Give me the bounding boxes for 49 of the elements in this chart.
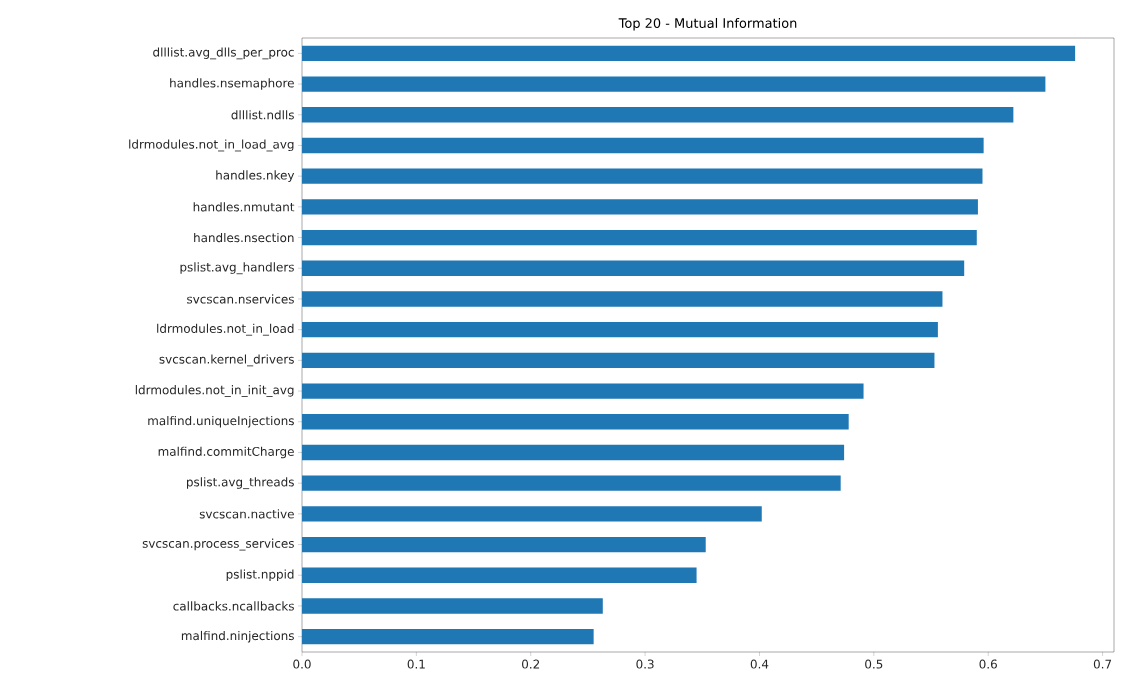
bar xyxy=(302,414,849,430)
y-tick-label: ldrmodules.not_in_load_avg xyxy=(129,139,294,152)
y-tick-label: pslist.avg_threads xyxy=(187,477,294,490)
x-tick-label: 0.3 xyxy=(636,659,654,669)
bar xyxy=(302,45,1076,62)
bar xyxy=(302,506,762,522)
y-tick-label: dlllist.avg_dlls_per_proc xyxy=(153,47,294,60)
x-tick-label: 0.2 xyxy=(522,659,540,669)
y-tick-label: malfind.ninjections xyxy=(181,630,294,643)
x-tick-label: 0.1 xyxy=(407,659,425,669)
y-tick-label: ldrmodules.not_in_load xyxy=(157,323,294,336)
bar xyxy=(302,168,983,184)
y-tick-label: svcscan.kernel_drivers xyxy=(159,354,294,367)
bar xyxy=(302,199,978,215)
x-tick-label: 0.0 xyxy=(293,659,311,669)
bar xyxy=(302,475,841,491)
bar xyxy=(302,444,845,461)
bar xyxy=(302,628,594,645)
y-tick-label: malfind.uniqueInjections xyxy=(148,415,294,428)
x-tick-label: 0.4 xyxy=(750,659,769,669)
bar xyxy=(302,229,977,246)
y-tick-label: svcscan.process_services xyxy=(142,538,294,551)
x-tick-label: 0.5 xyxy=(865,659,883,669)
y-tick-label: ldrmodules.not_in_init_avg xyxy=(135,385,294,397)
bar xyxy=(302,598,603,614)
chart-title: Top 20 - Mutual Information xyxy=(618,17,797,31)
bar xyxy=(302,76,1046,92)
y-tick-label: handles.nmutant xyxy=(193,202,295,212)
bar xyxy=(302,352,935,369)
y-tick-label: pslist.avg_handlers xyxy=(180,262,294,275)
bar xyxy=(302,536,706,553)
bar xyxy=(302,291,943,307)
y-tick-label: dlllist.ndlls xyxy=(231,110,294,120)
bar xyxy=(302,137,984,154)
bar xyxy=(302,107,1014,123)
x-tick-label: 0.7 xyxy=(1093,659,1112,669)
bar xyxy=(302,260,965,276)
y-tick-label: malfind.commitCharge xyxy=(158,446,294,459)
y-tick-label: callbacks.ncallbacks xyxy=(173,601,294,611)
bar xyxy=(302,383,864,399)
y-tick-label: svcscan.nactive xyxy=(199,509,294,519)
bar xyxy=(302,321,938,338)
y-tick-label: svcscan.nservices xyxy=(187,294,294,304)
y-tick-label: pslist.nppid xyxy=(226,569,294,582)
y-tick-label: handles.nsection xyxy=(194,232,294,243)
y-tick-label: handles.nsemaphore xyxy=(170,78,294,90)
y-tick-label: handles.nkey xyxy=(216,170,295,182)
bar xyxy=(302,567,697,583)
x-tick-label: 0.6 xyxy=(979,659,997,669)
